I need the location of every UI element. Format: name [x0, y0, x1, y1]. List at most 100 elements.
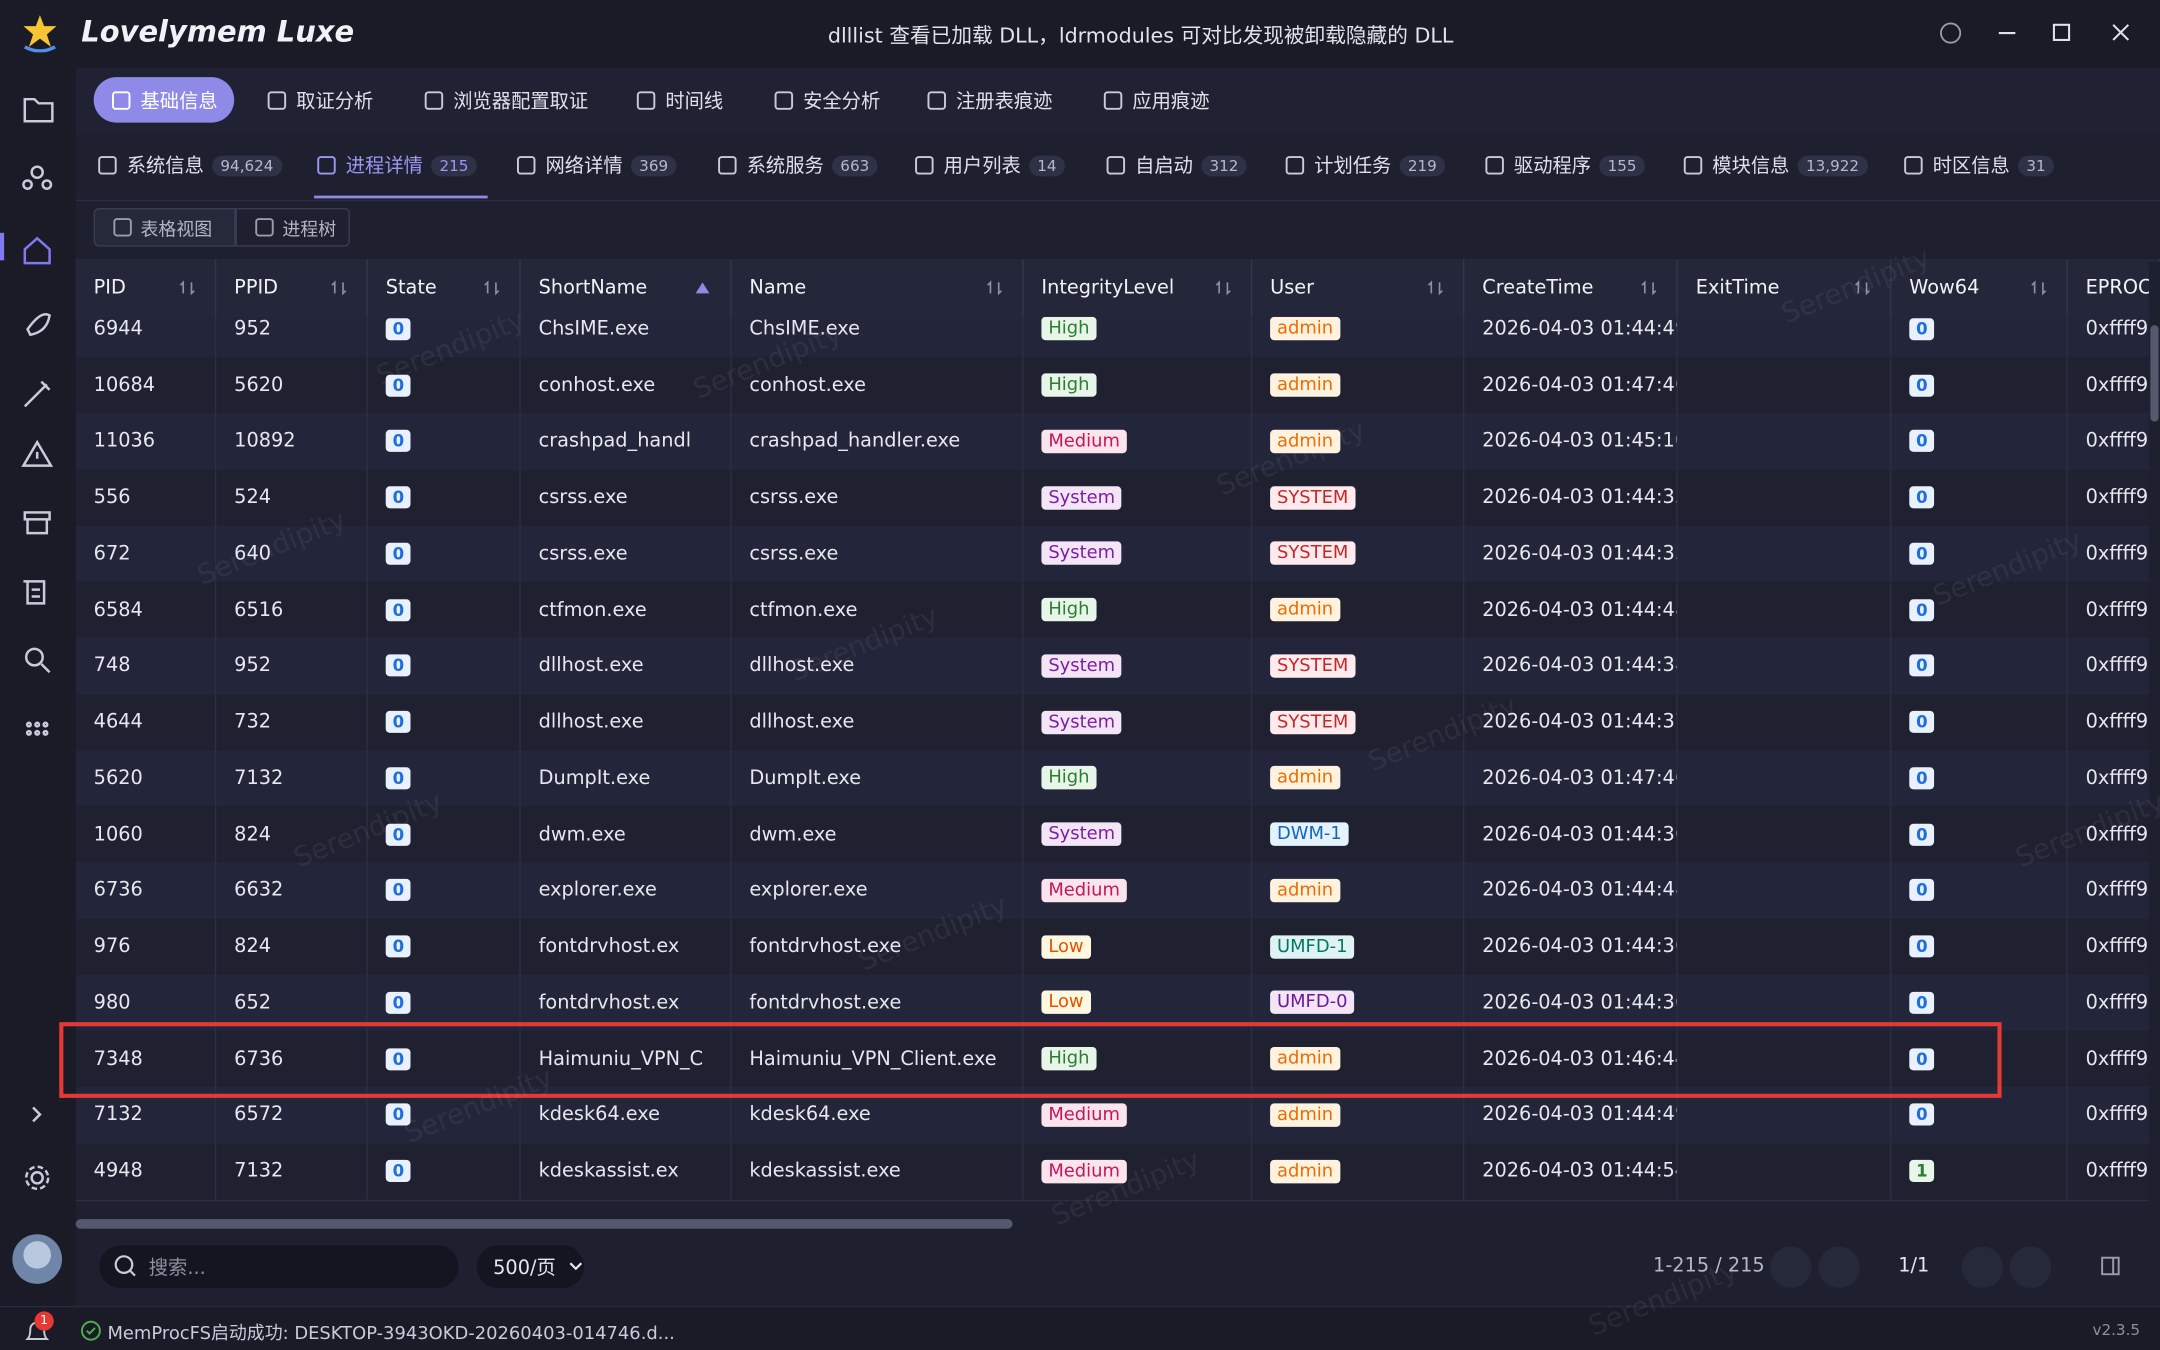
- sub-tab[interactable]: 时区信息 31: [1902, 149, 2054, 182]
- top-tab[interactable]: 基础信息: [93, 77, 235, 123]
- sub-tab-label: 驱动程序: [1513, 155, 1592, 178]
- next-page-button[interactable]: [1961, 1246, 2003, 1289]
- table-cell: 0xffff90: [2068, 862, 2160, 919]
- top-tab[interactable]: 应用痕迹: [1086, 77, 1227, 122]
- top-tab-bar: [75, 67, 2160, 134]
- user-tag: SYSTEM: [1270, 542, 1356, 566]
- sort-icon[interactable]: [1427, 280, 1444, 297]
- top-tab-label: 时间线: [665, 90, 724, 113]
- state-badge: 0: [385, 879, 412, 902]
- view-tab[interactable]: 进程树: [235, 208, 350, 247]
- table-cell: 0: [1891, 413, 2068, 470]
- column-header[interactable]: PPID: [216, 258, 368, 317]
- table-cell: 976: [76, 918, 217, 975]
- sort-icon[interactable]: [1854, 280, 1871, 297]
- table-row[interactable]: 672 640 0 csrss.exe csrss.exe System SYSTEM 202…: [75, 525, 2160, 584]
- sort-icon[interactable]: [2031, 280, 2048, 297]
- table-cell: [1678, 862, 1892, 919]
- title-bar: Lovelymem Luxe dlllist 查看已加载 DLL，ldrmodu…: [0, 0, 2160, 68]
- column-header[interactable]: Name: [731, 258, 1024, 317]
- top-tab-label: 注册表痕迹: [956, 90, 1053, 113]
- column-header[interactable]: User: [1252, 258, 1465, 317]
- top-tab[interactable]: 取证分析: [249, 77, 390, 122]
- window-controls[interactable]: [1935, 19, 2142, 49]
- table-row[interactable]: 556 524 0 csrss.exe csrss.exe System SYSTEM 202…: [75, 469, 2160, 528]
- top-tab[interactable]: 注册表痕迹: [909, 77, 1069, 122]
- table-cell: 952: [216, 637, 368, 695]
- tab-icon: [1485, 156, 1504, 175]
- table-cell: System: [1024, 806, 1253, 863]
- table-cell: ctfmon.exe: [521, 581, 732, 638]
- table-row[interactable]: 6736 6632 0 explorer.exe explorer.exe Medium a…: [75, 862, 2160, 920]
- sort-icon[interactable]: [1215, 280, 1232, 297]
- table-cell: 6736: [216, 1030, 368, 1088]
- sort-icon[interactable]: [986, 280, 1003, 297]
- first-page-button[interactable]: [1770, 1246, 1812, 1289]
- state-badge: 0: [385, 598, 412, 621]
- sub-tab[interactable]: 系统信息 94,624: [96, 149, 282, 182]
- search-box[interactable]: 搜索...: [99, 1245, 459, 1289]
- integrity-tag: Medium: [1041, 1159, 1127, 1183]
- sub-tab[interactable]: 网络详情 369: [515, 149, 677, 182]
- table-row[interactable]: 11036 10892 0 crashpad_handl crashpad_handle…: [75, 413, 2160, 471]
- column-header[interactable]: IntegrityLevel: [1024, 258, 1253, 317]
- table-row[interactable]: 4644 732 0 dllhost.exe dllhost.exe System SYST…: [75, 694, 2160, 752]
- sub-tab[interactable]: 计划任务 219: [1284, 149, 1446, 182]
- table-row[interactable]: 4948 7132 0 kdeskassist.ex kdeskassist.exe Me…: [75, 1143, 2160, 1201]
- column-header[interactable]: EPROC: [2068, 258, 2160, 317]
- vertical-scrollbar[interactable]: [2148, 261, 2160, 1220]
- scroll-thumb[interactable]: [2150, 325, 2159, 422]
- sub-tab[interactable]: 系统服务 663: [716, 149, 878, 182]
- sub-tab[interactable]: 用户列表 14: [913, 149, 1065, 182]
- column-header[interactable]: CreateTime: [1464, 258, 1678, 317]
- table-cell: 0: [1891, 1030, 2068, 1088]
- table-row[interactable]: 6584 6516 0 ctfmon.exe ctfmon.exe High admin 20…: [75, 581, 2160, 640]
- table-row[interactable]: 6944 952 0 ChsIME.exe ChsIME.exe High admin 202…: [75, 316, 2160, 359]
- table-row[interactable]: 1060 824 0 dwm.exe dwm.exe System DWM-1 2026-04…: [75, 806, 2160, 864]
- view-tab[interactable]: 表格视图: [93, 208, 236, 247]
- table-row[interactable]: 976 824 0 fontdrvhost.ex fontdrvhost.exe Low U…: [75, 918, 2160, 977]
- column-header[interactable]: Wow64: [1891, 258, 2068, 317]
- cell-text: conhost.exe: [749, 374, 867, 397]
- prev-page-button[interactable]: [1818, 1246, 1860, 1289]
- sort-ascending-icon[interactable]: [694, 280, 711, 297]
- tab-icon: [1103, 90, 1123, 110]
- column-header[interactable]: ExitTime: [1678, 258, 1892, 317]
- column-header[interactable]: PID: [76, 258, 217, 317]
- table-row[interactable]: 10684 5620 0 conhost.exe conhost.exe High admi…: [75, 357, 2160, 415]
- table-cell: 4644: [76, 694, 217, 751]
- table-row[interactable]: 5620 7132 0 DumpIt.exe DumpIt.exe High admin 20…: [75, 750, 2160, 808]
- table-row[interactable]: 980 652 0 fontdrvhost.ex fontdrvhost.exe Low U…: [75, 974, 2160, 1033]
- sort-icon[interactable]: [179, 280, 196, 297]
- table-row[interactable]: 748 952 0 dllhost.exe dllhost.exe System SYSTE…: [75, 637, 2160, 696]
- last-page-button[interactable]: [2009, 1246, 2052, 1289]
- table-row[interactable]: 7132 6572 0 kdesk64.exe kdesk64.exe Medium adm…: [75, 1087, 2160, 1145]
- top-tab[interactable]: 时间线: [619, 77, 740, 122]
- sub-tab[interactable]: 模块信息 13,922: [1682, 149, 1868, 182]
- sub-tab-count: 14: [1029, 154, 1065, 176]
- sort-icon[interactable]: [1641, 280, 1658, 297]
- horizontal-scrollbar[interactable]: [75, 1219, 1013, 1229]
- table-cell: admin: [1252, 1030, 1465, 1088]
- sub-tab[interactable]: 驱动程序 155: [1484, 149, 1645, 182]
- sub-tab[interactable]: 进程详情 215: [315, 149, 477, 182]
- sidebar-icons[interactable]: [0, 68, 76, 1308]
- table-row[interactable]: 7348 6736 0 Haimuniu_VPN_C Haimuniu_VPN_Clie…: [75, 1030, 2160, 1089]
- state-badge: 0: [385, 430, 412, 453]
- panel-toggle[interactable]: [2099, 1255, 2124, 1277]
- user-tag: admin: [1270, 878, 1340, 903]
- top-tab[interactable]: 安全分析: [756, 77, 897, 122]
- column-header[interactable]: State: [368, 258, 521, 317]
- tab-icon: [718, 156, 737, 175]
- table-cell: kdesk64.exe: [521, 1087, 732, 1144]
- column-header[interactable]: ShortName: [521, 258, 732, 317]
- top-tab[interactable]: 浏览器配置取证: [406, 77, 604, 122]
- page-size-select[interactable]: 500/页: [476, 1245, 585, 1289]
- sort-icon[interactable]: [484, 280, 501, 297]
- sub-tab[interactable]: 自启动 312: [1105, 149, 1247, 182]
- sort-icon[interactable]: [331, 280, 348, 297]
- cell-text: 2026-04-03 01:44:38: [1482, 654, 1678, 678]
- table-cell: Haimuniu_VPN_Client.exe: [731, 1030, 1024, 1088]
- table-cell: Medium: [1024, 1143, 1253, 1200]
